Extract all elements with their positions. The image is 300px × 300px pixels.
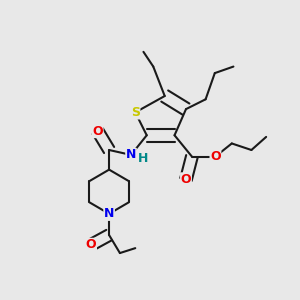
Text: N: N: [126, 148, 136, 161]
Text: N: N: [104, 207, 114, 220]
Text: H: H: [138, 152, 148, 165]
Text: O: O: [92, 124, 103, 137]
Text: S: S: [131, 106, 140, 119]
Text: O: O: [210, 150, 221, 163]
Text: O: O: [86, 238, 96, 251]
Text: O: O: [181, 173, 191, 186]
